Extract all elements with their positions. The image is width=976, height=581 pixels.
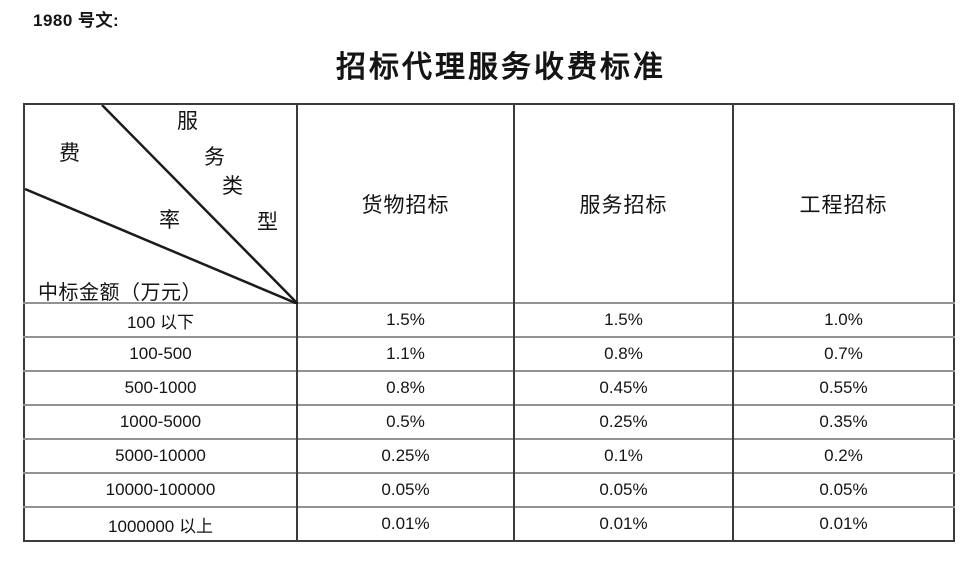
diagonal-divider-lines [25, 105, 298, 304]
rate-cell: 0.05% [296, 472, 514, 507]
amount-range-cell: 1000-5000 [24, 404, 297, 439]
rate-cell: 0.2% [732, 438, 954, 473]
rate-cell: 0.01% [296, 506, 514, 541]
rate-cell: 0.01% [513, 506, 733, 541]
table-row: 100-500 1.1% 0.8% 0.7% [24, 336, 954, 371]
table-row: 1000-5000 0.5% 0.25% 0.35% [24, 404, 954, 439]
rate-cell: 0.1% [513, 438, 733, 473]
corner-label-service-type-char: 类 [222, 174, 244, 198]
rate-cell: 0.25% [296, 438, 514, 473]
amount-range-cell: 1000000 以上 [24, 506, 297, 541]
rate-cell: 0.5% [296, 404, 514, 439]
rate-cell: 0.8% [513, 336, 733, 371]
diagonal-corner-cell: 服 务 类 型 费 率 中标金额（万元） [24, 104, 298, 304]
rate-cell: 0.05% [732, 472, 954, 507]
column-header-service-bidding: 服务招标 [513, 104, 733, 303]
table-header-row: 服 务 类 型 费 率 中标金额（万元） 货物招标 服务招标 工程招标 [24, 104, 954, 304]
fee-standard-table: 服 务 类 型 费 率 中标金额（万元） 货物招标 服务招标 工程招标 100 … [23, 103, 955, 542]
rate-cell: 0.35% [732, 404, 954, 439]
document-number-label: 1980 号文: [33, 11, 120, 30]
amount-range-cell: 500-1000 [24, 370, 297, 405]
rate-cell: 0.7% [732, 336, 954, 371]
corner-label-service-type-char: 型 [257, 210, 279, 234]
corner-label-bid-amount: 中标金额（万元） [38, 282, 202, 304]
amount-range-cell: 100 以下 [24, 302, 297, 337]
rate-cell: 0.05% [513, 472, 733, 507]
table-row: 1000000 以上 0.01% 0.01% 0.01% [24, 506, 954, 541]
corner-label-fee-rate-char: 率 [159, 208, 181, 232]
corner-label-service-type-char: 服 [177, 109, 199, 133]
rate-cell: 1.5% [296, 302, 514, 337]
corner-label-fee-rate-char: 费 [59, 141, 81, 165]
column-header-goods-bidding: 货物招标 [296, 104, 514, 303]
amount-range-cell: 10000-100000 [24, 472, 297, 507]
table-row: 500-1000 0.8% 0.45% 0.55% [24, 370, 954, 405]
table-row: 100 以下 1.5% 1.5% 1.0% [24, 302, 954, 337]
table-row: 5000-10000 0.25% 0.1% 0.2% [24, 438, 954, 473]
rate-cell: 0.8% [296, 370, 514, 405]
rate-cell: 0.01% [732, 506, 954, 541]
amount-range-cell: 5000-10000 [24, 438, 297, 473]
fee-table-body: 100 以下 1.5% 1.5% 1.0% 100-500 1.1% 0.8% … [24, 302, 954, 541]
corner-label-service-type-char: 务 [204, 145, 226, 169]
rate-cell: 0.55% [732, 370, 954, 405]
rate-cell: 1.1% [296, 336, 514, 371]
rate-cell: 0.25% [513, 404, 733, 439]
rate-cell: 0.45% [513, 370, 733, 405]
rate-cell: 1.0% [732, 302, 954, 337]
amount-range-cell: 100-500 [24, 336, 297, 371]
rate-cell: 1.5% [513, 302, 733, 337]
column-header-engineering-bidding: 工程招标 [732, 104, 954, 303]
table-row: 10000-100000 0.05% 0.05% 0.05% [24, 472, 954, 507]
page-title: 招标代理服务收费标准 [336, 51, 666, 84]
